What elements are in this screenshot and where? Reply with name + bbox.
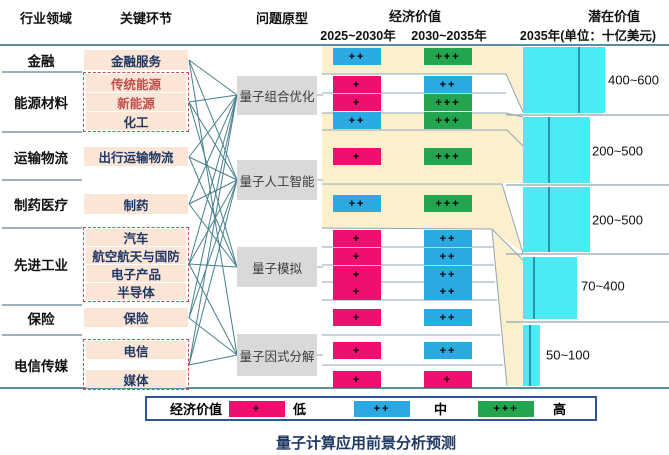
header-prototype: 问题原型 bbox=[255, 11, 309, 26]
header-period-2: 2030~2035年 bbox=[411, 29, 487, 43]
potential-bar-marker-line bbox=[578, 47, 580, 113]
prototype-box: 量子组合优化 bbox=[237, 76, 317, 115]
prototype-box: 量子人工智能 bbox=[237, 160, 317, 200]
legend-level-label: 低 bbox=[293, 402, 307, 417]
economic-value-chip: + bbox=[333, 94, 381, 111]
economic-value-chip: + bbox=[424, 371, 472, 388]
potential-bar-marker-line bbox=[548, 117, 550, 183]
header-potential-unit: 2035年(单位：十亿美元) bbox=[519, 29, 657, 43]
industry-label: 运输物流 bbox=[14, 151, 68, 166]
legend-chip: ++ bbox=[354, 400, 411, 417]
potential-value-range: 70~400 bbox=[581, 278, 625, 294]
economic-value-chip: +++ bbox=[424, 48, 472, 65]
segment-box: 汽车 bbox=[86, 229, 186, 246]
segment-box: 电子产品 bbox=[86, 265, 186, 282]
economic-value-chip: + bbox=[333, 283, 381, 300]
segment-box: 电信 bbox=[86, 341, 186, 359]
segment-box: 制药 bbox=[84, 194, 188, 214]
economic-value-chip: +++ bbox=[424, 148, 472, 165]
prototype-box: 量子因式分解 bbox=[237, 334, 317, 376]
economic-value-chip: + bbox=[333, 76, 381, 93]
economic-value-chip: + bbox=[333, 309, 381, 326]
industry-label: 保险 bbox=[27, 312, 55, 327]
industry-label: 能源材料 bbox=[14, 96, 68, 111]
economic-value-chip: ++ bbox=[424, 230, 472, 247]
economic-value-chip: ++ bbox=[333, 195, 381, 212]
segment-box: 新能源 bbox=[86, 93, 186, 111]
segment-box: 媒体 bbox=[86, 370, 186, 388]
potential-bar-marker-line bbox=[533, 257, 535, 319]
segment-box: 化工 bbox=[86, 112, 186, 130]
economic-value-chip: + bbox=[333, 230, 381, 247]
legend-title: 经济价值 bbox=[170, 402, 223, 417]
header-segment: 关键环节 bbox=[119, 11, 173, 26]
industry-label: 金融 bbox=[27, 54, 55, 69]
segment-group-box bbox=[83, 339, 189, 390]
economic-value-chip: ++ bbox=[333, 48, 381, 65]
economic-value-chip: +++ bbox=[424, 94, 472, 111]
economic-value-chip: + bbox=[333, 342, 381, 359]
economic-value-chip: +++ bbox=[424, 112, 472, 129]
potential-value-range: 200~500 bbox=[592, 143, 643, 159]
legend-level-label: 中 bbox=[434, 402, 448, 417]
potential-value-bar bbox=[523, 117, 590, 183]
legend-chip: +++ bbox=[478, 400, 535, 417]
potential-value-range: 200~500 bbox=[592, 212, 643, 228]
potential-value-bar bbox=[523, 257, 577, 319]
economic-value-chip: + bbox=[333, 266, 381, 283]
segment-box: 传统能源 bbox=[86, 74, 186, 92]
segment-box: 半导体 bbox=[86, 283, 186, 300]
economic-value-chip: +++ bbox=[424, 195, 472, 212]
header-potential-value: 潜在价值 bbox=[587, 9, 641, 24]
chart-caption: 量子计算应用前景分析预测 bbox=[275, 435, 457, 452]
segment-box: 航空航天与国防 bbox=[86, 247, 186, 264]
economic-value-chip: ++ bbox=[424, 266, 472, 283]
legend: 经济价值 + 低 ++ 中 +++ 高 bbox=[145, 396, 597, 421]
economic-value-chip: ++ bbox=[424, 248, 472, 265]
legend-chip: + bbox=[229, 400, 286, 417]
segment-box: 金融服务 bbox=[84, 50, 188, 70]
economic-value-chip: ++ bbox=[424, 76, 472, 93]
header-period-1: 2025~2030年 bbox=[320, 29, 396, 43]
segment-box: 出行运输物流 bbox=[84, 147, 188, 166]
industry-label: 先进工业 bbox=[14, 258, 68, 273]
industry-label: 电信传媒 bbox=[14, 359, 68, 374]
potential-bar-marker-line bbox=[548, 187, 550, 252]
economic-value-chip: + bbox=[333, 148, 381, 165]
economic-value-chip: ++ bbox=[424, 283, 472, 300]
economic-value-chip: ++ bbox=[424, 342, 472, 359]
industry-label: 制药医疗 bbox=[14, 198, 68, 213]
header-economic-value: 经济价值 bbox=[388, 9, 442, 24]
segment-group-box bbox=[83, 72, 189, 132]
economic-value-chip: ++ bbox=[424, 309, 472, 326]
potential-value-bar bbox=[523, 187, 590, 252]
legend-level-label: 高 bbox=[553, 402, 567, 417]
header-industry: 行业领域 bbox=[19, 11, 73, 26]
potential-value-range: 400~600 bbox=[608, 72, 659, 88]
potential-bar-marker-line bbox=[529, 325, 531, 386]
economic-value-chip: + bbox=[333, 371, 381, 388]
potential-value-bar bbox=[523, 47, 605, 113]
segment-box: 保险 bbox=[84, 308, 188, 327]
potential-value-bar bbox=[523, 325, 540, 386]
potential-value-range: 50~100 bbox=[546, 347, 590, 363]
prototype-box: 量子模拟 bbox=[237, 247, 317, 287]
segment-group-box bbox=[83, 227, 189, 302]
economic-value-chip: + bbox=[333, 248, 381, 265]
economic-value-chip: ++ bbox=[333, 112, 381, 129]
